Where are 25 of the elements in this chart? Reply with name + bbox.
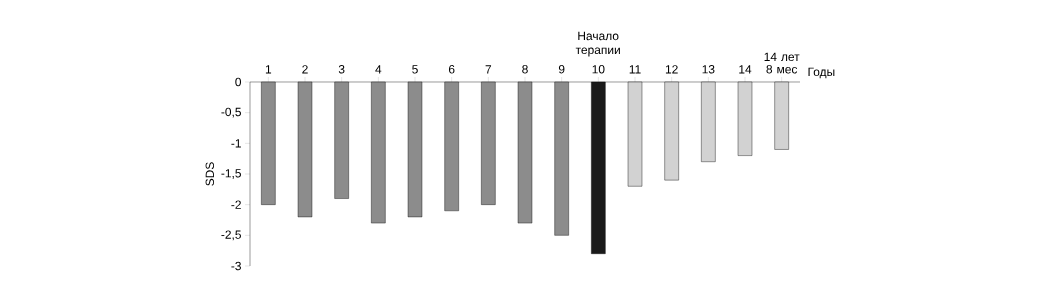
y-tick-label: -2,5: [221, 230, 241, 241]
y-tick-label: 0: [235, 77, 242, 87]
x-axis-title: Годы: [808, 67, 835, 79]
text: Начало терапии: [575, 31, 620, 57]
y-tick-label: -3: [231, 261, 241, 271]
x-tick-label: 7: [485, 65, 492, 74]
x-tick-label: 9: [558, 65, 565, 74]
x-tick-label: 11: [629, 65, 641, 74]
y-tick-label: -0,5: [221, 107, 241, 118]
y-tick-label: -1,5: [221, 169, 241, 179]
y-tick-label: -1: [231, 139, 241, 148]
x-tick-label: 3: [338, 65, 345, 74]
x-tick-label: 14 лет 8 мес: [764, 52, 800, 74]
x-tick-label: 2: [302, 65, 308, 74]
x-tick-label: 13: [702, 65, 715, 74]
x-tick-label: 1: [265, 65, 272, 74]
x-tick-label: 4: [375, 65, 382, 74]
x-tick-label: 10: [592, 65, 605, 74]
x-tick-label: 14: [739, 65, 752, 74]
x-tick-label: 12: [665, 65, 678, 74]
y-tick-label: -2: [231, 200, 241, 209]
x-tick-label: 6: [448, 65, 455, 74]
y-axis-title: SDS: [205, 162, 215, 186]
x-tick-label: 5: [412, 65, 418, 74]
x-tick-label: 8: [522, 65, 528, 74]
